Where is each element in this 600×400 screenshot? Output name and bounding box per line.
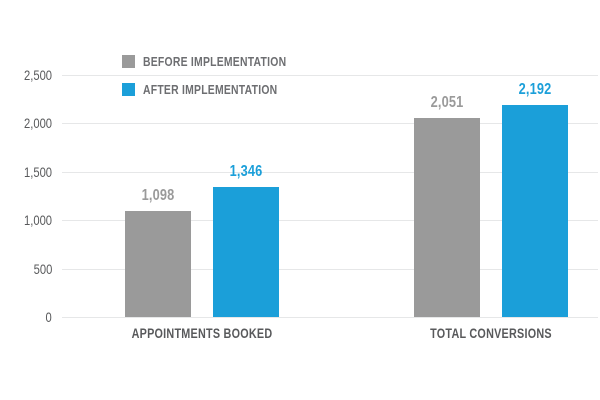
legend-swatch-before-icon: [122, 55, 135, 68]
legend-label-after: AFTER IMPLEMENTATION: [143, 82, 278, 97]
bar-value-label-after-0: 1,346: [229, 163, 263, 180]
bar-value-label-before-1: 2,051: [430, 94, 464, 111]
plot-area: 1,098 1,346 2,051 2,192: [62, 75, 598, 318]
legend-swatch-after-icon: [122, 83, 135, 96]
y-axis-label-1500: 1,500: [23, 164, 52, 180]
gridline-2000: [62, 123, 598, 124]
y-axis-label-1000: 1,000: [23, 212, 52, 228]
y-axis-label-500: 500: [33, 261, 52, 277]
bar-value-label-before-0: 1,098: [141, 187, 175, 204]
y-axis-label-2500: 2,500: [23, 67, 52, 83]
bar-before-0: [125, 211, 191, 317]
gridline-1500: [62, 172, 598, 173]
category-label-0: APPOINTMENTS BOOKED: [131, 326, 273, 341]
bar-before-1: [414, 118, 480, 317]
gridline-500: [62, 269, 598, 270]
bar-after-0: [213, 187, 279, 317]
bar-value-label-after-1: 2,192: [518, 81, 552, 98]
y-axis-label-2000: 2,000: [23, 115, 52, 131]
legend-item-before-implementation: BEFORE IMPLEMENTATION: [122, 54, 322, 69]
gridline-2500: [62, 75, 598, 76]
y-axis-label-0: 0: [45, 309, 52, 325]
legend-item-after-implementation: AFTER IMPLEMENTATION: [122, 82, 322, 97]
category-label-1: TOTAL CONVERSIONS: [430, 326, 552, 341]
gridline-0: [62, 317, 598, 318]
gridline-1000: [62, 220, 598, 221]
bar-after-1: [502, 105, 568, 317]
chart-legend: BEFORE IMPLEMENTATION AFTER IMPLEMENTATI…: [122, 54, 322, 111]
legend-label-before: BEFORE IMPLEMENTATION: [143, 54, 287, 69]
